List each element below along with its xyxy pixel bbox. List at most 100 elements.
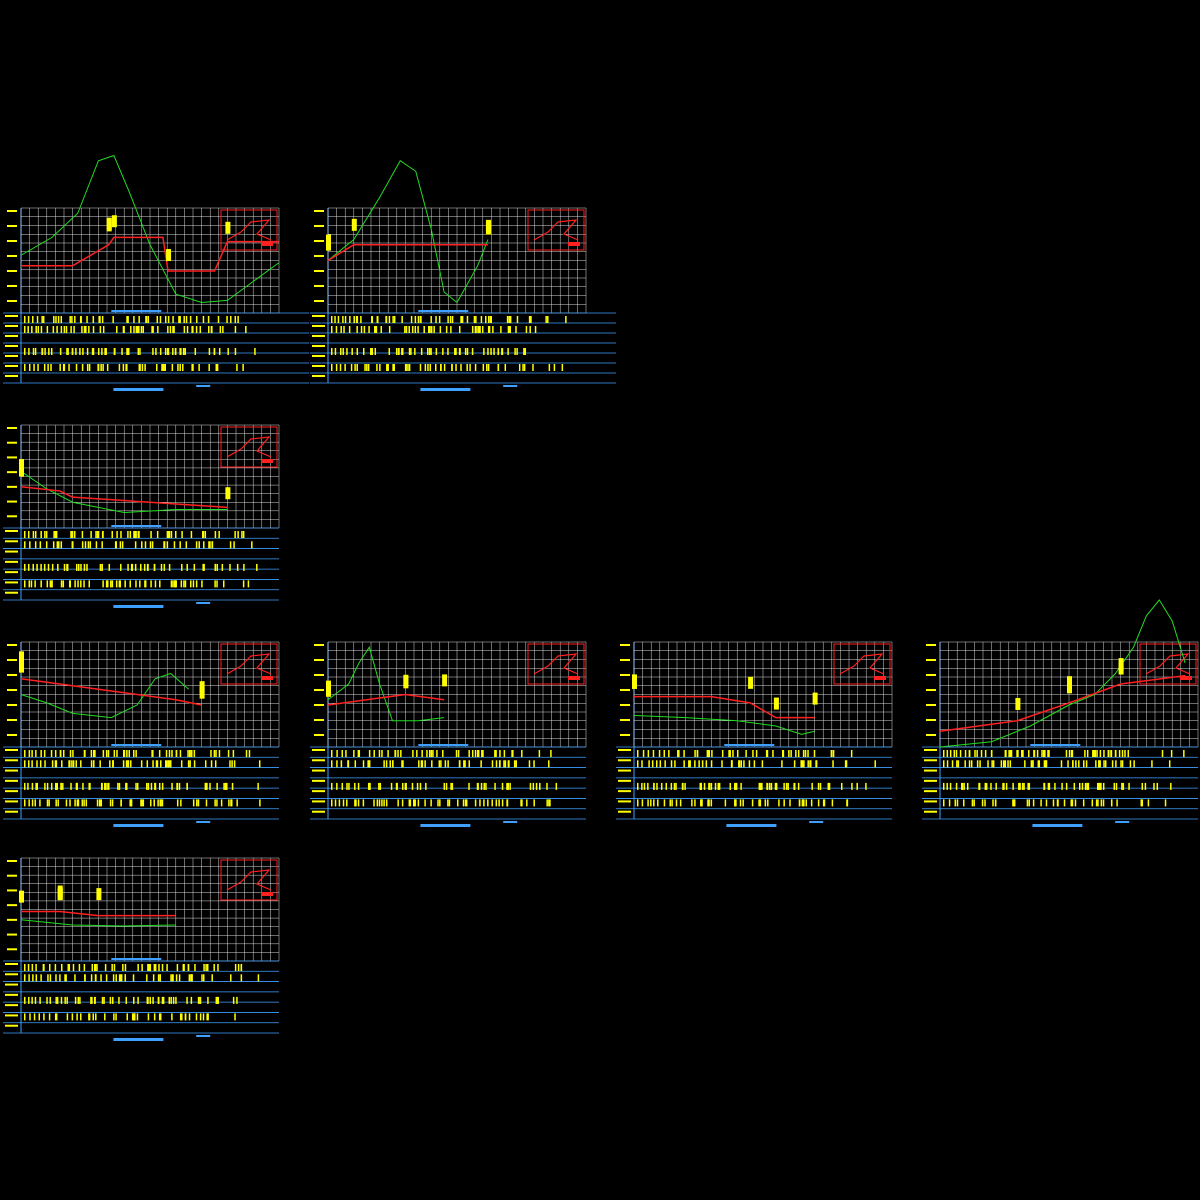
station-mark xyxy=(79,996,81,1004)
station-mark xyxy=(466,348,469,355)
station-mark xyxy=(758,799,760,807)
station-mark xyxy=(179,316,181,323)
station-mark xyxy=(122,364,125,371)
station-mark xyxy=(767,799,769,807)
station-mark xyxy=(230,799,232,807)
station-mark xyxy=(72,760,75,768)
station-mark xyxy=(469,364,471,371)
station-mark xyxy=(421,750,423,757)
station-mark xyxy=(1005,782,1008,790)
elevation-annotation xyxy=(19,653,24,666)
station-mark xyxy=(417,799,420,807)
station-mark xyxy=(1085,760,1088,768)
station-mark xyxy=(642,750,645,757)
station-mark xyxy=(105,750,108,757)
station-mark xyxy=(705,760,708,768)
station-mark xyxy=(101,541,103,549)
station-mark xyxy=(33,1013,36,1021)
station-mark xyxy=(60,316,63,323)
station-mark xyxy=(1140,799,1143,807)
station-mark xyxy=(653,799,655,807)
station-mark xyxy=(188,1013,191,1021)
station-mark xyxy=(24,974,26,982)
elevation-tick-label xyxy=(7,300,17,302)
station-mark xyxy=(32,316,34,323)
station-mark xyxy=(209,541,211,549)
station-mark xyxy=(83,964,86,971)
station-mark xyxy=(71,541,74,549)
station-mark xyxy=(471,750,474,757)
station-mark xyxy=(92,348,95,355)
station-mark xyxy=(356,316,359,323)
station-mark xyxy=(172,996,175,1004)
station-mark xyxy=(156,364,158,371)
station-mark xyxy=(163,541,165,549)
station-mark xyxy=(1099,750,1102,757)
station-mark xyxy=(237,531,239,538)
scale-note xyxy=(196,385,211,387)
station-mark xyxy=(186,563,188,571)
station-mark xyxy=(430,348,432,355)
station-mark xyxy=(946,760,949,768)
station-mark xyxy=(116,326,118,333)
station-mark xyxy=(943,782,945,790)
station-mark xyxy=(189,316,192,323)
elevation-annotation xyxy=(812,692,818,705)
station-mark xyxy=(963,799,965,807)
station-mark xyxy=(90,760,93,768)
station-mark xyxy=(739,799,742,807)
station-mark xyxy=(181,531,183,538)
station-mark xyxy=(216,782,218,790)
section-label xyxy=(111,525,162,527)
section-label xyxy=(111,310,162,312)
station-mark xyxy=(461,316,464,323)
station-mark xyxy=(714,782,717,790)
station-mark xyxy=(946,782,948,790)
station-mark xyxy=(1071,750,1074,757)
station-mark xyxy=(490,348,492,355)
location-map-marker xyxy=(568,676,580,680)
station-mark xyxy=(451,364,453,371)
station-mark xyxy=(538,750,541,757)
station-mark xyxy=(88,1013,90,1021)
station-mark xyxy=(694,750,696,757)
station-mark xyxy=(525,326,528,333)
station-mark xyxy=(416,750,418,757)
station-mark xyxy=(373,750,375,757)
elevation-tick-label xyxy=(7,500,17,503)
station-mark xyxy=(77,799,80,807)
station-mark xyxy=(59,974,61,982)
station-mark xyxy=(55,531,58,538)
station-mark xyxy=(454,348,456,355)
station-mark xyxy=(785,782,788,790)
station-mark xyxy=(142,326,144,333)
station-mark xyxy=(377,316,379,323)
station-mark xyxy=(485,782,487,790)
station-mark xyxy=(58,541,60,549)
station-mark xyxy=(172,316,174,323)
station-mark xyxy=(127,563,129,571)
elevation-tick-label xyxy=(314,210,324,212)
station-mark xyxy=(1095,799,1098,807)
station-mark xyxy=(432,750,434,757)
elevation-tick-label xyxy=(7,456,17,459)
station-mark xyxy=(742,799,744,807)
station-mark xyxy=(412,750,414,757)
station-mark xyxy=(108,782,110,790)
station-mark xyxy=(663,750,666,757)
station-mark xyxy=(70,326,72,333)
station-mark xyxy=(357,782,360,790)
station-mark xyxy=(44,782,46,790)
station-mark xyxy=(192,580,195,588)
station-mark xyxy=(140,799,142,807)
station-mark xyxy=(172,326,174,333)
station-mark xyxy=(555,782,558,790)
station-mark xyxy=(81,531,84,538)
station-mark xyxy=(83,580,85,588)
station-mark xyxy=(668,750,670,757)
station-mark xyxy=(31,326,33,333)
station-mark xyxy=(73,531,76,538)
station-mark xyxy=(185,541,188,549)
station-mark xyxy=(39,541,42,549)
station-mark xyxy=(83,326,86,333)
